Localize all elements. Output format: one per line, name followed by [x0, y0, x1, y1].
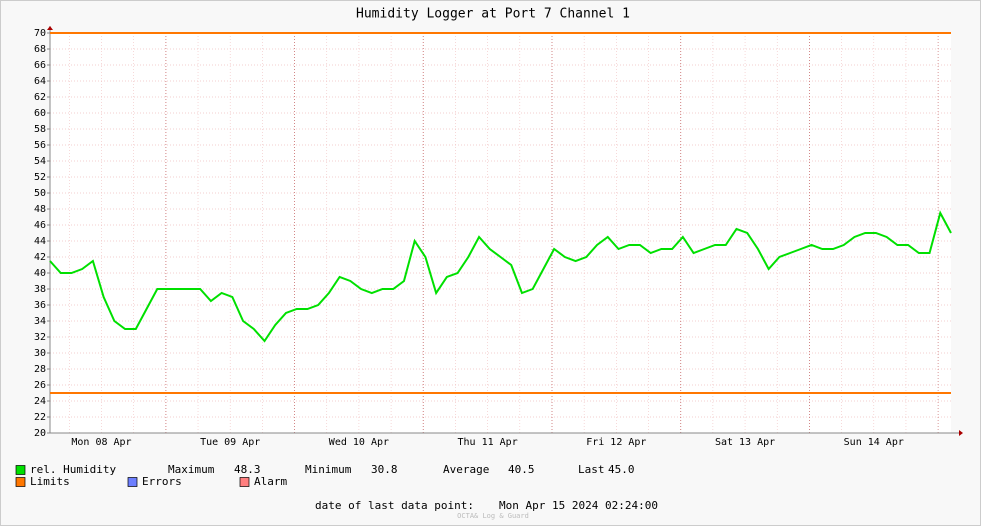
footer-value: Mon Apr 15 2024 02:24:00	[499, 499, 658, 512]
y-tick-label: 52	[34, 172, 46, 183]
legend-label: Limits	[30, 475, 70, 488]
y-tick-label: 58	[34, 124, 46, 135]
stat-value: 45.0	[608, 463, 635, 476]
y-tick-label: 38	[34, 284, 46, 295]
data-line	[49, 210, 952, 343]
stat-name: Maximum	[168, 463, 215, 476]
stat-value: 40.5	[508, 463, 535, 476]
y-tick-label: 20	[34, 428, 46, 439]
y-tick-label: 24	[34, 396, 46, 407]
x-tick-label: Tue 09 Apr	[200, 437, 260, 448]
y-tick-label: 26	[34, 380, 46, 391]
legend-swatch	[127, 477, 138, 487]
y-tick-label: 30	[34, 348, 46, 359]
y-tick-label: 40	[34, 268, 46, 279]
y-tick-label: 70	[34, 28, 46, 39]
x-tick-label: Sun 14 Apr	[844, 437, 904, 448]
y-tick-label: 28	[34, 364, 46, 375]
legend-swatch	[239, 477, 250, 487]
chart-title: Humidity Logger at Port 7 Channel 1	[356, 7, 630, 22]
y-tick-label: 62	[34, 92, 46, 103]
x-tick-label: Thu 11 Apr	[458, 437, 518, 448]
stat-name: Average	[443, 463, 489, 476]
y-tick-label: 48	[34, 204, 46, 215]
y-tick-label: 56	[34, 140, 46, 151]
y-tick-label: 46	[34, 220, 46, 231]
x-tick-label: Sat 13 Apr	[715, 437, 775, 448]
y-tick-label: 22	[34, 412, 46, 423]
legend-swatch	[15, 465, 26, 475]
y-tick-label: 44	[34, 236, 46, 247]
y-tick-label: 50	[34, 188, 46, 199]
axis-arrow	[47, 26, 53, 30]
watermark: OCTA& Log & Guard	[457, 512, 529, 520]
stat-value: 48.3	[234, 463, 261, 476]
plot-area	[50, 33, 951, 433]
x-tick-label: Wed 10 Apr	[329, 437, 389, 448]
x-tick-label: Mon 08 Apr	[71, 437, 131, 448]
y-tick-label: 32	[34, 332, 46, 343]
y-tick-label: 42	[34, 252, 46, 263]
legend-label: Alarm	[254, 475, 287, 488]
legend-label: rel. Humidity	[30, 463, 116, 476]
y-tick-label: 36	[34, 300, 46, 311]
stat-value: 30.8	[371, 463, 398, 476]
footer-label: date of last data point:	[315, 499, 474, 512]
legend-swatch	[15, 477, 26, 487]
legend-label: Errors	[142, 475, 182, 488]
stat-name: Last	[578, 463, 605, 476]
stat-name: Minimum	[305, 463, 352, 476]
y-tick-label: 64	[34, 76, 46, 87]
x-tick-label: Fri 12 Apr	[586, 437, 646, 448]
y-tick-label: 68	[34, 44, 46, 55]
axis-arrow	[959, 430, 963, 436]
y-tick-label: 66	[34, 60, 46, 71]
y-tick-label: 60	[34, 108, 46, 119]
y-tick-label: 54	[34, 156, 46, 167]
y-tick-label: 34	[34, 316, 46, 327]
